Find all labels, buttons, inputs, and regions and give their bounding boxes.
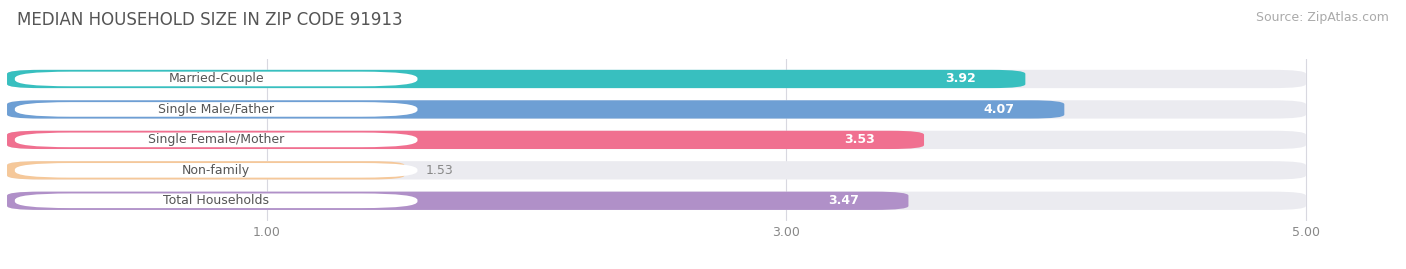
Text: 3.92: 3.92: [945, 72, 976, 86]
FancyBboxPatch shape: [7, 100, 1064, 119]
FancyBboxPatch shape: [7, 161, 1306, 179]
FancyBboxPatch shape: [7, 70, 1025, 88]
FancyBboxPatch shape: [905, 72, 1015, 86]
Text: 3.47: 3.47: [828, 194, 859, 207]
FancyBboxPatch shape: [7, 192, 1306, 210]
FancyBboxPatch shape: [7, 161, 405, 179]
Text: MEDIAN HOUSEHOLD SIZE IN ZIP CODE 91913: MEDIAN HOUSEHOLD SIZE IN ZIP CODE 91913: [17, 11, 402, 29]
FancyBboxPatch shape: [7, 100, 1306, 119]
FancyBboxPatch shape: [7, 131, 1306, 149]
Text: 1.53: 1.53: [425, 164, 453, 177]
Text: 3.53: 3.53: [844, 133, 875, 146]
Text: 4.07: 4.07: [984, 103, 1015, 116]
Text: Total Households: Total Households: [163, 194, 269, 207]
Text: Non-family: Non-family: [183, 164, 250, 177]
FancyBboxPatch shape: [789, 194, 898, 207]
Text: Single Female/Mother: Single Female/Mother: [148, 133, 284, 146]
FancyBboxPatch shape: [15, 72, 418, 86]
FancyBboxPatch shape: [15, 133, 418, 147]
Text: Source: ZipAtlas.com: Source: ZipAtlas.com: [1256, 11, 1389, 24]
Text: Single Male/Father: Single Male/Father: [157, 103, 274, 116]
FancyBboxPatch shape: [7, 192, 908, 210]
FancyBboxPatch shape: [15, 102, 418, 117]
FancyBboxPatch shape: [804, 133, 914, 146]
FancyBboxPatch shape: [15, 193, 418, 208]
FancyBboxPatch shape: [945, 103, 1054, 116]
FancyBboxPatch shape: [15, 163, 418, 178]
Text: Married-Couple: Married-Couple: [169, 72, 264, 86]
FancyBboxPatch shape: [7, 131, 924, 149]
FancyBboxPatch shape: [7, 70, 1306, 88]
